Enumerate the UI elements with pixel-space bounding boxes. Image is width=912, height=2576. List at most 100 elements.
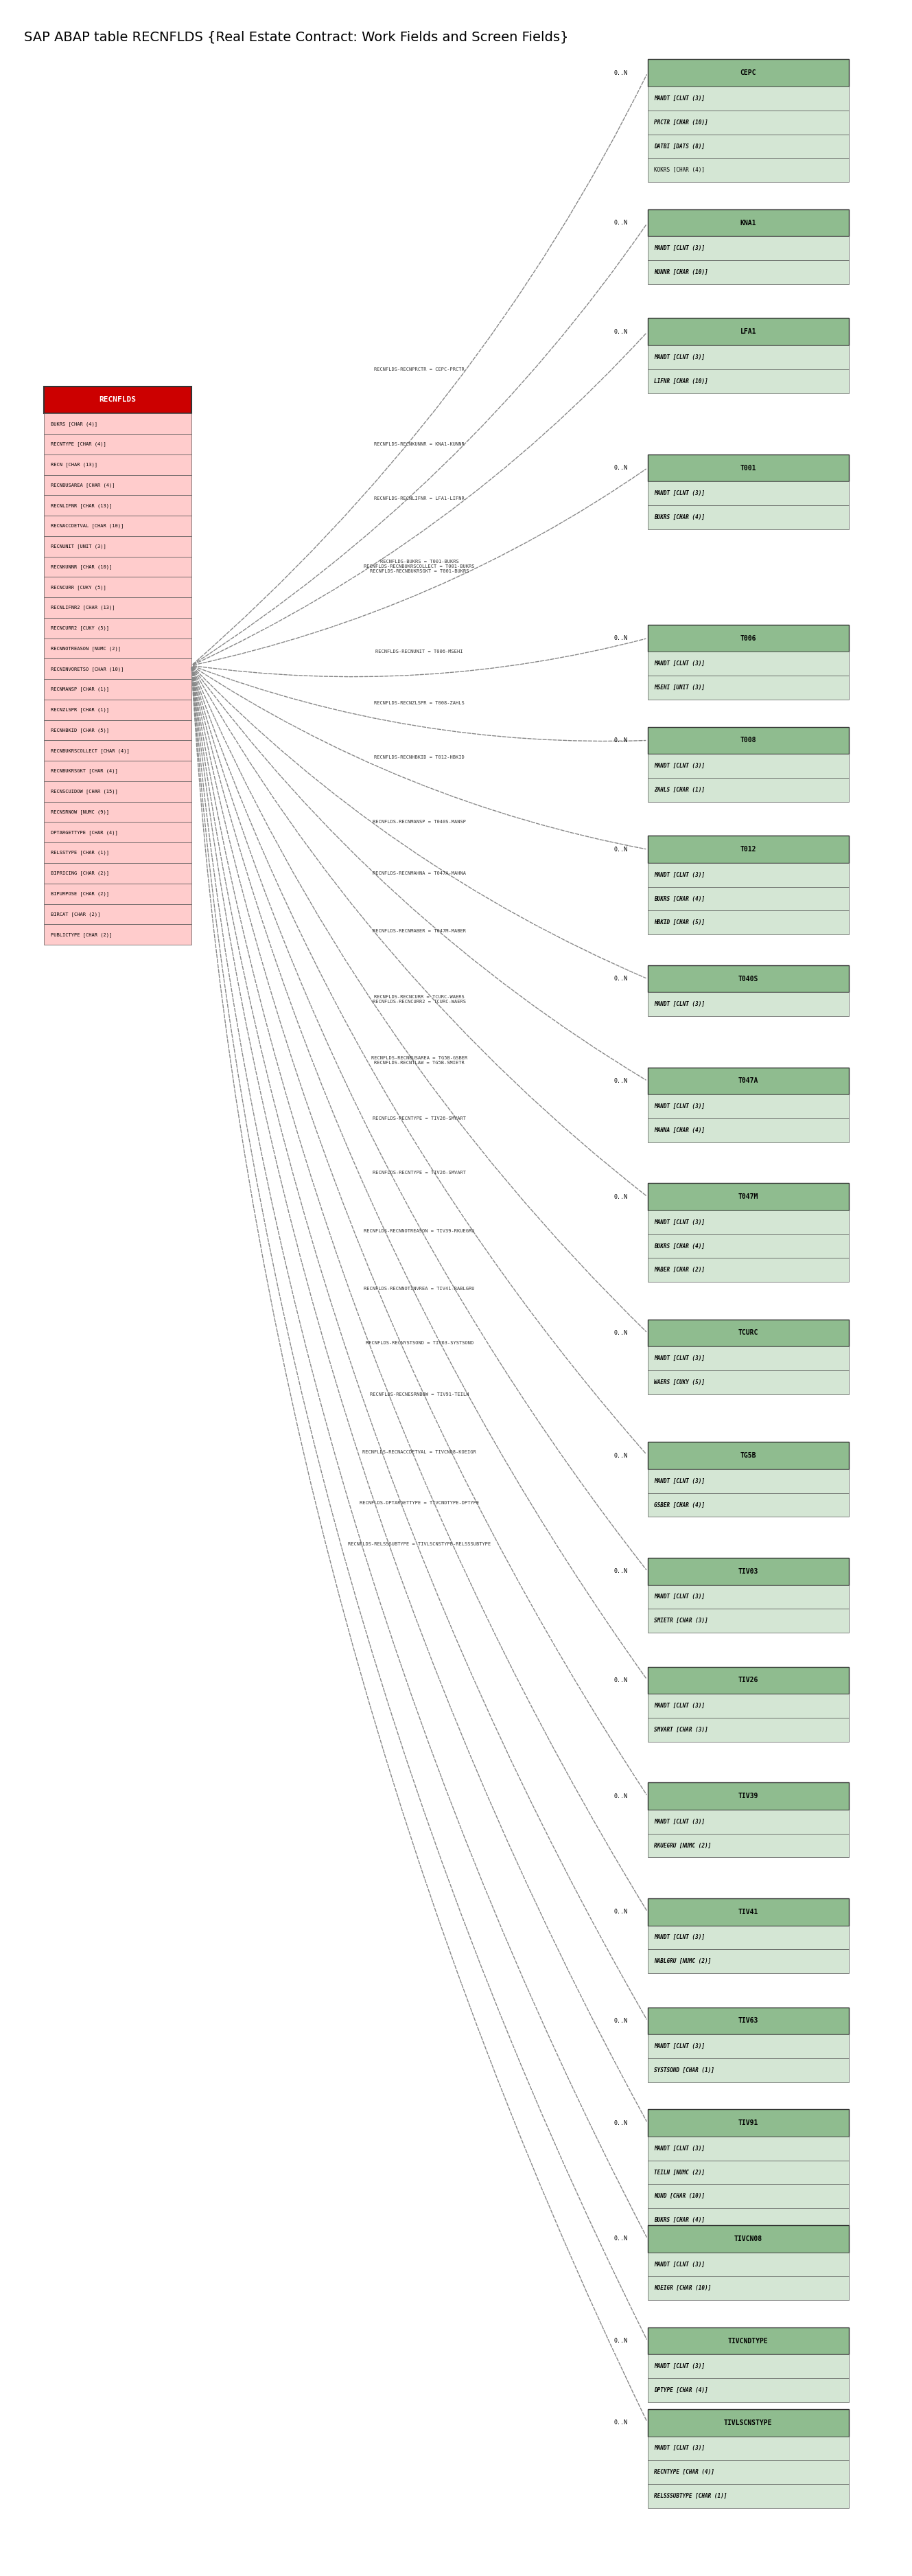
Bar	[648, 1811, 849, 1834]
Bar	[44, 556, 192, 577]
Text: HBKID [CHAR (5)]: HBKID [CHAR (5)]	[654, 920, 705, 925]
Bar	[648, 652, 849, 675]
Bar	[44, 822, 192, 842]
Text: MANDT [CLNT (3)]: MANDT [CLNT (3)]	[654, 1819, 705, 1824]
Text: PRCTR [CHAR (10)]: PRCTR [CHAR (10)]	[654, 118, 708, 126]
Bar	[648, 2058, 849, 2081]
Text: BIPRICING [CHAR (2)]: BIPRICING [CHAR (2)]	[50, 871, 109, 876]
Bar	[648, 2378, 849, 2403]
Text: 0..N: 0..N	[614, 70, 627, 77]
Text: RECNSRNOW [NUMC (9)]: RECNSRNOW [NUMC (9)]	[50, 809, 109, 814]
Bar	[648, 1667, 849, 1695]
Bar	[648, 482, 849, 505]
Bar	[648, 1695, 849, 1718]
Text: MANDT [CLNT (3)]: MANDT [CLNT (3)]	[654, 871, 705, 878]
Text: RECNFLDS-RECNMABER = T047M-MABER: RECNFLDS-RECNMABER = T047M-MABER	[373, 930, 466, 933]
Bar	[44, 536, 192, 556]
Bar	[648, 1494, 849, 1517]
Bar	[44, 639, 192, 659]
Bar	[648, 2136, 849, 2161]
Bar	[44, 719, 192, 739]
Text: LFA1: LFA1	[740, 327, 756, 335]
Text: T047A: T047A	[738, 1077, 758, 1084]
Bar	[648, 675, 849, 701]
Text: 0..N: 0..N	[614, 976, 627, 981]
Text: MANDT [CLNT (3)]: MANDT [CLNT (3)]	[654, 1355, 705, 1363]
Text: 0..N: 0..N	[614, 1329, 627, 1337]
Text: RECNSCUIDOW [CHAR (15)]: RECNSCUIDOW [CHAR (15)]	[50, 788, 118, 793]
Bar	[648, 157, 849, 183]
Text: 0..N: 0..N	[614, 636, 627, 641]
Text: 0..N: 0..N	[614, 330, 627, 335]
Text: 0..N: 0..N	[614, 1453, 627, 1458]
Text: RECNKUNNR [CHAR (10)]: RECNKUNNR [CHAR (10)]	[50, 564, 112, 569]
Text: 0..N: 0..N	[614, 1677, 627, 1682]
Text: RECNFLDS-RECNNOTREASON = TIV39-RKUEGRU: RECNFLDS-RECNNOTREASON = TIV39-RKUEGRU	[364, 1229, 475, 1234]
Text: KOKRS [CHAR (4)]: KOKRS [CHAR (4)]	[654, 167, 705, 173]
Bar	[44, 801, 192, 822]
Text: KNA1: KNA1	[740, 219, 756, 227]
Bar	[44, 863, 192, 884]
Text: RECNFLDS-RECNHBKID = T012-HBKID: RECNFLDS-RECNHBKID = T012-HBKID	[374, 755, 464, 760]
Bar	[44, 577, 192, 598]
Text: MABER [CHAR (2)]: MABER [CHAR (2)]	[654, 1267, 705, 1273]
Text: NABLGRU [NUMC (2)]: NABLGRU [NUMC (2)]	[654, 1958, 711, 1965]
Text: RECNINVORETSO [CHAR (10)]: RECNINVORETSO [CHAR (10)]	[50, 667, 123, 672]
Text: TIVLSCNSTYPE: TIVLSCNSTYPE	[724, 2419, 772, 2427]
Bar	[648, 2226, 849, 2251]
Text: BUKRS [CHAR (4)]: BUKRS [CHAR (4)]	[50, 422, 98, 425]
Text: RECNLIFNR [CHAR (13)]: RECNLIFNR [CHAR (13)]	[50, 502, 112, 507]
Bar	[648, 2354, 849, 2378]
Bar	[648, 2483, 849, 2509]
Bar	[648, 505, 849, 528]
Text: 0..N: 0..N	[614, 1077, 627, 1084]
Text: TIV26: TIV26	[738, 1677, 758, 1685]
Bar	[648, 1257, 849, 1283]
Bar	[648, 2007, 849, 2035]
Bar	[648, 134, 849, 157]
Bar	[648, 778, 849, 801]
Text: TEILN [NUMC (2)]: TEILN [NUMC (2)]	[654, 2169, 705, 2177]
Bar	[44, 842, 192, 863]
Text: KOEIGR [CHAR (10)]: KOEIGR [CHAR (10)]	[654, 2285, 711, 2290]
Text: RECNBUSAREA [CHAR (4)]: RECNBUSAREA [CHAR (4)]	[50, 482, 115, 487]
Bar	[648, 1610, 849, 1633]
Text: RECNFLDS-RECNESRNBOW = TIV91-TEILN: RECNFLDS-RECNESRNBOW = TIV91-TEILN	[370, 1391, 469, 1396]
Text: BIPURPOSE [CHAR (2)]: BIPURPOSE [CHAR (2)]	[50, 891, 109, 896]
Text: MANDT [CLNT (3)]: MANDT [CLNT (3)]	[654, 2146, 705, 2151]
Text: MANDT [CLNT (3)]: MANDT [CLNT (3)]	[654, 1218, 705, 1226]
Bar	[648, 2277, 849, 2300]
Text: PUBLICTYPE [CHAR (2)]: PUBLICTYPE [CHAR (2)]	[50, 933, 112, 938]
Text: RECNNOTREASON [NUMC (2)]: RECNNOTREASON [NUMC (2)]	[50, 647, 120, 652]
Text: MANDT [CLNT (3)]: MANDT [CLNT (3)]	[654, 2262, 705, 2267]
Bar	[648, 623, 849, 652]
Text: BUKRS [CHAR (4)]: BUKRS [CHAR (4)]	[654, 2218, 705, 2223]
Text: TG5B: TG5B	[740, 1453, 756, 1458]
Text: MANDT [CLNT (3)]: MANDT [CLNT (3)]	[654, 2445, 705, 2452]
Text: RECNFLDS-RECNBUSAREA = TG5B-GSBER
RECNFLDS-RECNTLAW = TG5B-SMIETR: RECNFLDS-RECNBUSAREA = TG5B-GSBER RECNFL…	[371, 1056, 468, 1064]
Bar	[648, 1718, 849, 1741]
Text: CEPC: CEPC	[740, 70, 756, 77]
Text: RECNCURR [CUKY (5)]: RECNCURR [CUKY (5)]	[50, 585, 106, 590]
Bar	[648, 1319, 849, 1347]
Text: RECNACCDETVAL [CHAR (10)]: RECNACCDETVAL [CHAR (10)]	[50, 523, 123, 528]
Text: RECNFLDS-RECNTYPE = TIV26-SMVART: RECNFLDS-RECNTYPE = TIV26-SMVART	[373, 1115, 466, 1121]
Bar	[44, 884, 192, 904]
Bar	[648, 1234, 849, 1257]
Text: RECNFLDS-RECNLIFNR = LFA1-LIFNR: RECNFLDS-RECNLIFNR = LFA1-LIFNR	[374, 497, 464, 500]
Text: RECNFLDS-RECNMAHNA = T047A-MAHNA: RECNFLDS-RECNMAHNA = T047A-MAHNA	[373, 871, 466, 876]
Bar	[648, 886, 849, 912]
Text: 0..N: 0..N	[614, 2339, 627, 2344]
Text: 0..N: 0..N	[614, 737, 627, 744]
Bar	[648, 1370, 849, 1394]
Text: RECNMANSP [CHAR (1)]: RECNMANSP [CHAR (1)]	[50, 688, 109, 690]
Bar	[648, 453, 849, 482]
Bar	[648, 2110, 849, 2136]
Text: GSBER [CHAR (4)]: GSBER [CHAR (4)]	[654, 1502, 705, 1507]
Text: T040S: T040S	[738, 976, 758, 981]
Bar	[648, 111, 849, 134]
Text: T047M: T047M	[738, 1193, 758, 1200]
Text: 0..N: 0..N	[614, 1909, 627, 1914]
Text: RECNFLDS-RECNKUNNR = KNA1-KUNNR: RECNFLDS-RECNKUNNR = KNA1-KUNNR	[374, 443, 464, 446]
Bar	[648, 260, 849, 283]
